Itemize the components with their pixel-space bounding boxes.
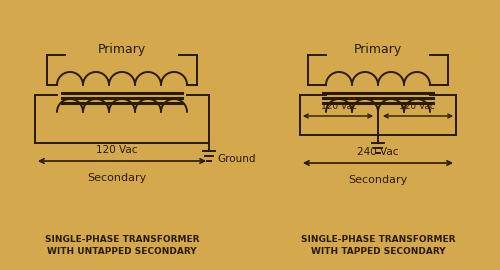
Text: WITH TAPPED SECONDARY: WITH TAPPED SECONDARY xyxy=(310,248,446,256)
Text: Ground: Ground xyxy=(217,154,256,164)
Text: 240 Vac: 240 Vac xyxy=(357,147,399,157)
Text: SINGLE-PHASE TRANSFORMER: SINGLE-PHASE TRANSFORMER xyxy=(301,235,455,245)
Text: 120 Vac: 120 Vac xyxy=(321,102,357,111)
Text: Primary: Primary xyxy=(98,43,146,56)
Text: Secondary: Secondary xyxy=(88,173,146,183)
Text: WITH UNTAPPED SECONDARY: WITH UNTAPPED SECONDARY xyxy=(47,248,197,256)
Text: 120 Vac: 120 Vac xyxy=(96,145,138,155)
Text: 120 Vac: 120 Vac xyxy=(399,102,435,111)
Text: Secondary: Secondary xyxy=(348,175,408,185)
Text: SINGLE-PHASE TRANSFORMER: SINGLE-PHASE TRANSFORMER xyxy=(45,235,199,245)
Text: Primary: Primary xyxy=(354,43,402,56)
